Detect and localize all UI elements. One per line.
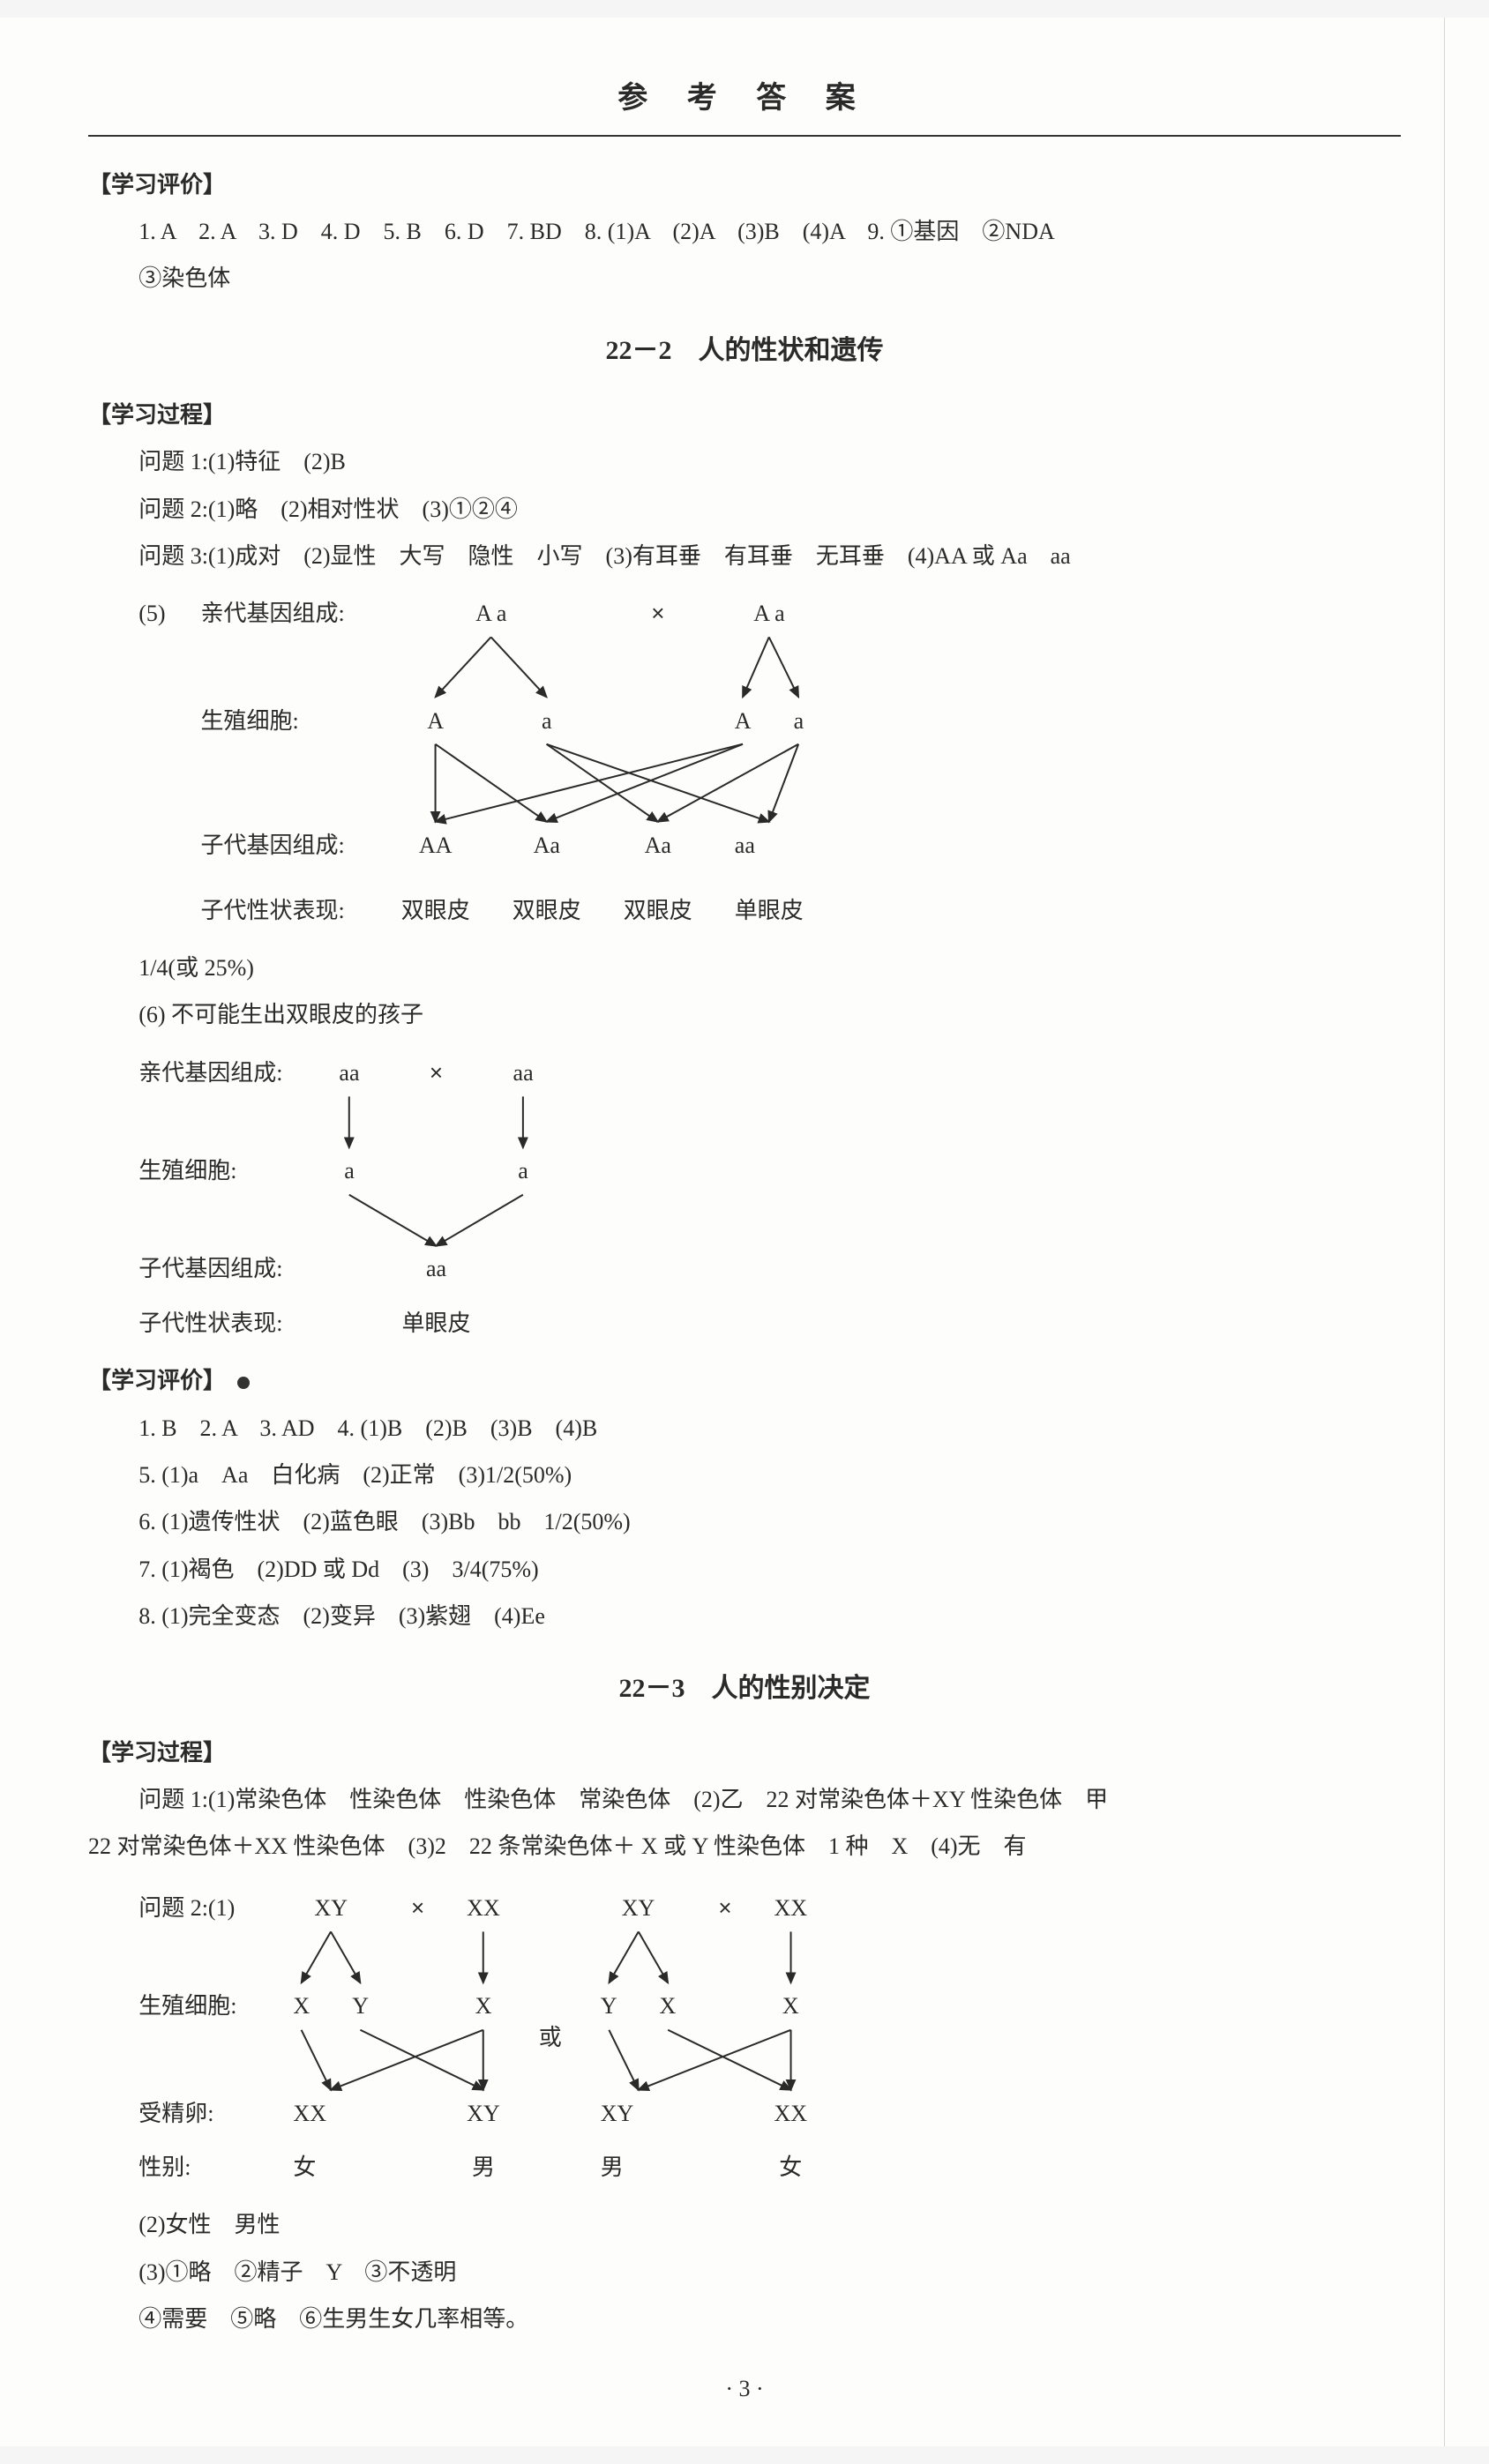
page-number: · 3 ·: [88, 2367, 1401, 2410]
diagram-cell: a: [491, 694, 602, 748]
answer-line: (2)女性 男性: [138, 2203, 1401, 2246]
subsection-title: 22－3 人的性别决定: [88, 1663, 1401, 1714]
diagram-row-label: (5): [138, 586, 200, 640]
diagram-row-label: 亲代基因组成:: [138, 1046, 318, 1100]
diagram-table: (5) 亲代基因组成: A a × A a 生殖细胞: A a A a 子代基因…: [138, 586, 825, 937]
diagram-cell: ×: [602, 586, 714, 640]
diagram-cell: 女: [753, 2140, 829, 2194]
diagram-cell: XX: [753, 2087, 829, 2140]
answer-line: 22 对常染色体＋XX 性染色体 (3)2 22 条常染色体＋ X 或 Y 性染…: [88, 1825, 1401, 1868]
answer-line: 问题 3:(1)成对 (2)显性 大写 隐性 小写 (3)有耳垂 有耳垂 无耳垂…: [88, 534, 1401, 578]
diagram-cell: X: [639, 1979, 698, 2033]
or-label: 或: [521, 2016, 580, 2059]
answer-line: 7. (1)褐色 (2)DD 或 Dd (3) 3/4(75%): [88, 1548, 1401, 1591]
answer-line: (6) 不可能生出双眼皮的孩子: [138, 993, 1401, 1036]
section-heading-text: 【学习评价】: [88, 1368, 226, 1393]
diagram-cell: a: [492, 1144, 555, 1198]
diagram-row-label: 亲代基因组成:: [201, 586, 380, 640]
diagram-row-label: 受精卵:: [138, 2087, 272, 2140]
diagram-cell: ×: [697, 1881, 752, 1935]
answer-line: 5. (1)a Aa 白化病 (2)正常 (3)1/2(50%): [88, 1453, 1401, 1497]
answer-line: 8. (1)完全变态 (2)变异 (3)紫翅 (4)Ee: [88, 1594, 1401, 1638]
diagram-cell: aa: [318, 1046, 380, 1100]
answer-line: 问题 1:(1)特征 (2)B: [88, 440, 1401, 483]
title-rule: [88, 135, 1401, 137]
answer-line: (3)①略 ②精子 Y ③不透明: [138, 2251, 1401, 2294]
diagram-table: 亲代基因组成: aa × aa 生殖细胞: a a 子代基因组成: aa 子代性…: [138, 1046, 554, 1351]
answer-line: 问题 2:(1)略 (2)相对性状 (3)①②④: [88, 488, 1401, 531]
diagram-cell: a: [318, 1144, 380, 1198]
diagram-cell: XY: [272, 1881, 390, 1935]
diagram-cell: aa: [492, 1046, 555, 1100]
diagram-cell: X: [753, 1979, 829, 2033]
diagram-cell: ×: [381, 1046, 492, 1100]
diagram-cell: ×: [390, 1881, 445, 1935]
subsection-title: 22－2 人的性状和遗传: [88, 325, 1401, 376]
diagram-row-label: 子代基因组成:: [138, 1242, 318, 1295]
diagram-cell: XX: [753, 1881, 829, 1935]
diagram-cell: 女: [272, 2140, 390, 2194]
answer-line: 1. A 2. A 3. D 4. D 5. B 6. D 7. BD 8. (…: [88, 210, 1401, 253]
diagram-cell: 双眼皮: [491, 884, 602, 937]
section-heading: 【学习评价】: [88, 163, 1401, 206]
diagram-cell: XX: [272, 2087, 390, 2140]
diagram-row-label: 子代性状表现:: [201, 884, 380, 937]
answer-line: 6. (1)遗传性状 (2)蓝色眼 (3)Bb bb 1/2(50%): [88, 1500, 1401, 1543]
diagram-cell: 单眼皮: [381, 1296, 492, 1350]
answer-line: 1. B 2. A 3. AD 4. (1)B (2)B (3)B (4)B: [88, 1407, 1401, 1450]
diagram-cell: aa: [714, 818, 825, 872]
answer-line: ③染色体: [138, 257, 1401, 300]
diagram-row-label: 性别:: [138, 2140, 272, 2194]
diagram-cell: XY: [580, 2087, 698, 2140]
margin-rule: [1444, 18, 1445, 2446]
diagram-cell: a: [773, 694, 826, 748]
punnett-diagram-1: (5) 亲代基因组成: A a × A a 生殖细胞: A a A a 子代基因…: [138, 586, 1401, 937]
section-heading: 【学习过程】: [88, 393, 1401, 437]
diagram-cell: Aa: [602, 818, 714, 872]
diagram-cell: AA: [380, 818, 491, 872]
diagram-cell: aa: [381, 1242, 492, 1295]
diagram-cell: Y: [331, 1979, 390, 2033]
answer-line: ④需要 ⑤略 ⑥生男生女几率相等。: [138, 2297, 1401, 2341]
punnett-diagram-2: 亲代基因组成: aa × aa 生殖细胞: a a 子代基因组成: aa 子代性…: [138, 1046, 1401, 1351]
diagram-cell: XY: [445, 2087, 521, 2140]
diagram-table: 问题 2:(1) XY × XX 生殖细胞: X Y X 受精卵: XX: [138, 1881, 521, 2195]
diagram-cell: A: [380, 694, 491, 748]
diagram-row-label: 生殖细胞:: [138, 1144, 318, 1198]
page-title: 参 考 答 案: [88, 71, 1401, 128]
diagram-cell: 男: [445, 2140, 521, 2194]
diagram-row-label: 子代性状表现:: [138, 1296, 318, 1350]
diagram-cell: A a: [380, 586, 602, 640]
diagram-cell: 男: [580, 2140, 698, 2194]
diagram-cell: 双眼皮: [602, 884, 714, 937]
diagram-row-label: 问题 2:(1): [138, 1881, 272, 1935]
diagram-cell: Y: [580, 1979, 639, 2033]
diagram-cell: A a: [714, 586, 825, 640]
section-heading: 【学习评价】: [88, 1359, 1401, 1402]
diagram-row-label: 生殖细胞:: [201, 694, 380, 748]
section-heading: 【学习过程】: [88, 1731, 1401, 1774]
diagram-cell: 单眼皮: [714, 884, 825, 937]
answer-line: 问题 1:(1)常染色体 性染色体 性染色体 常染色体 (2)乙 22 对常染色…: [88, 1778, 1401, 1821]
diagram-cell: X: [272, 1979, 331, 2033]
diagram-cell: X: [445, 1979, 521, 2033]
diagram-cell: A: [714, 694, 773, 748]
diagram-table: XY × XX Y X X XY XX 男: [580, 1881, 828, 2195]
diagram-row-label: 生殖细胞:: [138, 1979, 272, 2033]
diagram-cell: XX: [445, 1881, 521, 1935]
bullet-icon: [237, 1377, 250, 1389]
diagram-row-label: 子代基因组成:: [201, 818, 380, 872]
punnett-diagram-3: 问题 2:(1) XY × XX 生殖细胞: X Y X 受精卵: XX: [138, 1872, 1401, 2204]
page: 参 考 答 案 【学习评价】 1. A 2. A 3. D 4. D 5. B …: [0, 18, 1489, 2446]
diagram-cell: 双眼皮: [380, 884, 491, 937]
diagram-cell: XY: [580, 1881, 698, 1935]
answer-line: 1/4(或 25%): [138, 946, 1401, 989]
diagram-cell: Aa: [491, 818, 602, 872]
